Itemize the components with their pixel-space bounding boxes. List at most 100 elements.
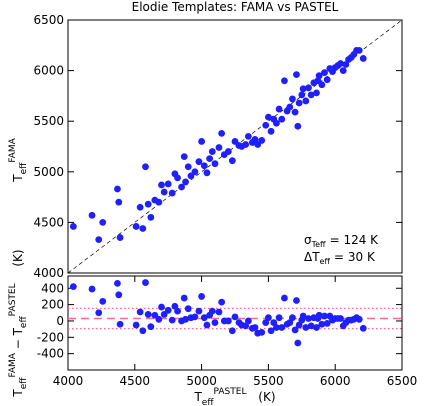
data-point: [95, 236, 103, 244]
data-point: [294, 339, 302, 347]
annotation-symbol: ΔT: [304, 250, 320, 264]
data-point: [286, 103, 294, 111]
data-point: [158, 181, 165, 189]
label-main: T: [193, 390, 202, 404]
data-point: [116, 320, 124, 328]
x-tick-label: 4500: [120, 374, 151, 388]
data-point: [191, 313, 199, 321]
data-point: [262, 121, 270, 129]
data-point: [258, 329, 266, 336]
label-sup: FAMA: [8, 352, 18, 377]
data-point: [265, 113, 272, 121]
data-point: [164, 306, 172, 314]
data-point: [200, 314, 208, 322]
annotation-sub: eff: [320, 257, 331, 266]
data-point: [273, 324, 280, 331]
data-point: [355, 315, 363, 323]
data-point: [198, 293, 206, 300]
data-point: [228, 327, 236, 335]
y-tick-label: 4000: [33, 266, 64, 280]
annotation: ΔTeff = 30 K: [304, 250, 376, 266]
data-point: [337, 315, 344, 322]
data-point: [142, 279, 149, 286]
data-point: [267, 127, 275, 135]
y-axis-label: TeffFAMA: [8, 137, 29, 182]
data-point: [69, 223, 77, 230]
data-point: [144, 311, 152, 318]
data-point: [69, 283, 77, 291]
data-point: [88, 285, 96, 293]
data-point: [160, 188, 168, 196]
data-point: [318, 81, 326, 89]
x-tick-label: 6000: [320, 374, 351, 388]
data-point: [339, 67, 347, 74]
data-point: [182, 315, 189, 323]
data-point: [323, 320, 331, 327]
data-point: [208, 148, 216, 155]
y-tick-label: 6000: [33, 64, 64, 78]
data-point: [294, 122, 302, 130]
data-point: [147, 323, 155, 331]
data-point: [215, 144, 223, 151]
data-point: [195, 158, 203, 166]
data-point: [211, 319, 219, 326]
data-point: [168, 316, 176, 324]
data-point: [132, 223, 140, 230]
data-point: [315, 311, 323, 319]
data-point: [114, 279, 121, 287]
label-main: T: [11, 174, 25, 183]
data-point: [305, 315, 312, 322]
data-point: [307, 322, 315, 330]
label-sub: eff: [202, 398, 215, 406]
data-point: [136, 203, 144, 211]
x-tick-label: 5000: [186, 374, 217, 388]
y-axis-label: TeffFAMA − TeffPASTEL: [8, 283, 29, 397]
y-tick-label: 400: [41, 281, 64, 295]
data-point: [200, 162, 208, 170]
label-main: T: [11, 389, 25, 398]
y-axis-unit: (K): [11, 249, 25, 266]
data-point: [155, 315, 163, 323]
data-point: [174, 174, 181, 182]
data-point: [318, 320, 326, 328]
data-point: [302, 97, 310, 105]
y-tick-label: 0: [56, 314, 64, 328]
annotation: σTeff = 124 K: [304, 233, 379, 249]
annotation-sub: Teff: [311, 240, 326, 249]
data-point: [295, 99, 303, 107]
data-point: [144, 200, 152, 208]
y-tick-label: 5500: [33, 114, 64, 128]
data-point: [265, 314, 272, 322]
data-point: [215, 308, 223, 316]
data-point: [147, 213, 155, 221]
data-point: [278, 324, 286, 331]
data-point: [231, 313, 239, 321]
data-point: [180, 153, 188, 161]
data-point: [258, 137, 266, 144]
data-point: [116, 234, 124, 241]
label-sub: eff: [19, 316, 29, 329]
data-point: [174, 307, 181, 315]
data-point: [359, 324, 367, 332]
annotation-text: = 124 K: [330, 233, 380, 247]
label-sub: eff: [19, 162, 29, 175]
data-point: [321, 312, 328, 320]
plot-frame: [67, 275, 403, 371]
data-point: [337, 60, 344, 67]
data-point: [299, 312, 307, 320]
data-point: [99, 219, 107, 226]
data-point: [158, 303, 165, 311]
data-point: [218, 298, 226, 306]
data-point: [321, 69, 328, 77]
data-point: [184, 305, 192, 313]
data-point: [203, 321, 211, 329]
y-tick-label: -200: [37, 330, 64, 344]
data-point: [139, 327, 147, 335]
data-point: [242, 141, 250, 148]
data-point: [273, 119, 280, 127]
data-point: [267, 327, 275, 335]
data-point: [313, 324, 320, 331]
data-point: [251, 324, 259, 331]
annotation-text: = 30 K: [334, 250, 376, 264]
data-point: [206, 155, 214, 163]
